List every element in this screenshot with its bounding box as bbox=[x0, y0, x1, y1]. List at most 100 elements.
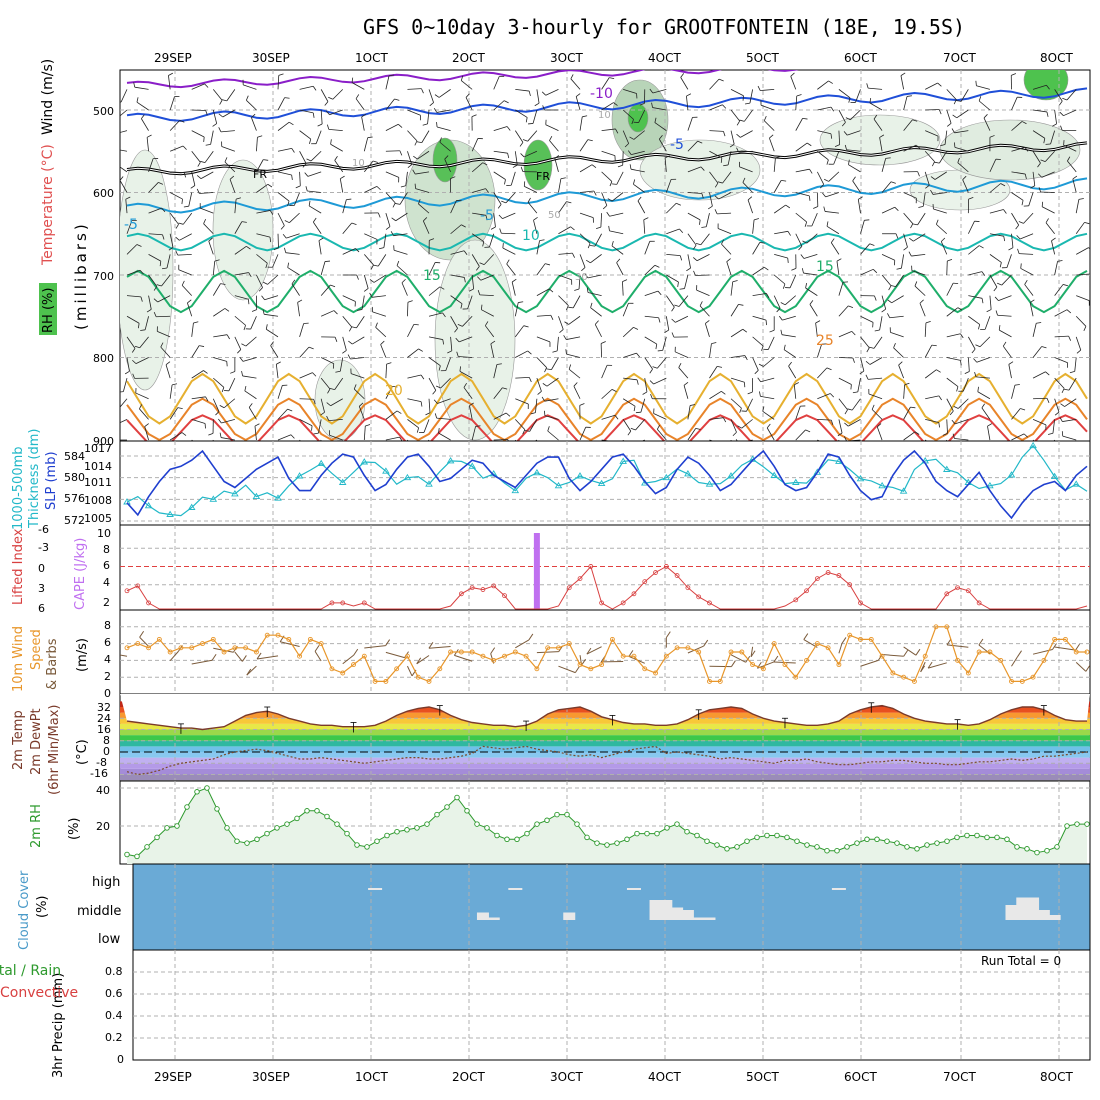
wind-barb-feather bbox=[808, 195, 811, 201]
wind-barb-feather bbox=[312, 112, 315, 118]
wind-barb-feather bbox=[633, 179, 636, 185]
wind-barb bbox=[760, 377, 775, 383]
wind-barb bbox=[444, 159, 451, 173]
thickness-marker bbox=[597, 479, 606, 487]
wind-barb bbox=[342, 336, 347, 351]
wind-barb bbox=[752, 266, 765, 276]
axis-label-thickness-title: 1000-500mb bbox=[11, 446, 26, 530]
wind-barb-feather bbox=[355, 94, 360, 99]
wind-barb-feather bbox=[895, 233, 899, 239]
wind-barb bbox=[234, 221, 243, 234]
wind-barb-feather bbox=[172, 383, 178, 386]
wind-barb-feather bbox=[197, 162, 201, 167]
wind-speed-marker bbox=[189, 645, 195, 651]
wind-barb-feather bbox=[952, 114, 957, 119]
wind-barb-feather bbox=[520, 166, 524, 172]
wind-barb bbox=[277, 121, 290, 131]
wind-barb bbox=[983, 117, 991, 131]
wind-barb bbox=[364, 254, 374, 266]
wind-speed-marker bbox=[178, 645, 184, 651]
wind-barb bbox=[375, 327, 387, 338]
wind-barb-feather bbox=[912, 119, 918, 122]
wind-barb-feather bbox=[246, 246, 251, 250]
wind-barb-feather bbox=[695, 242, 701, 246]
rh-shading-area bbox=[434, 239, 516, 441]
cloud-middle-bar bbox=[563, 912, 576, 920]
wind-barb bbox=[1045, 222, 1055, 234]
wind-barb bbox=[1063, 109, 1077, 117]
wind-barb-feather bbox=[820, 184, 824, 189]
wind-barb bbox=[532, 109, 538, 124]
wind-barb-feather bbox=[276, 361, 281, 365]
wind-barb-feather bbox=[836, 258, 842, 262]
wind-barb-feather bbox=[600, 341, 606, 344]
wind-barb-feather bbox=[226, 334, 230, 340]
wind-barb-feather bbox=[981, 298, 984, 304]
wind-speed-marker bbox=[523, 653, 529, 659]
wind-barb bbox=[222, 109, 236, 118]
rh-marker bbox=[494, 832, 500, 839]
wind-barb bbox=[546, 377, 559, 387]
wind-barb-feather bbox=[587, 243, 591, 249]
lifted-index-marker bbox=[599, 600, 605, 606]
top-x-tick-labels: 29SEP 30SEP 1OCT 2OCT 3OCT 4OCT 5OCT 6OC… bbox=[154, 51, 1073, 65]
wind-barb-feather bbox=[848, 97, 851, 103]
wind-barb bbox=[373, 274, 387, 283]
wind-barb-feather bbox=[798, 246, 803, 251]
wind-barb bbox=[954, 130, 969, 134]
rh-marker bbox=[594, 840, 600, 846]
wind-barb bbox=[946, 398, 954, 412]
wind-barb-feather bbox=[1046, 398, 1050, 404]
isotherm-label: -5 bbox=[670, 137, 684, 153]
wind10m-barb bbox=[903, 646, 917, 656]
wind-barb bbox=[493, 126, 508, 132]
lifted-index-marker bbox=[620, 600, 626, 606]
wind-barb bbox=[243, 84, 257, 90]
rh-marker bbox=[524, 830, 530, 837]
wind-barb bbox=[489, 233, 495, 248]
wind-speed-marker bbox=[1009, 678, 1014, 684]
wind-barb-feather bbox=[642, 391, 648, 395]
wind-barb bbox=[687, 405, 691, 420]
wind-barb bbox=[179, 233, 192, 241]
wind-barb-feather bbox=[676, 202, 681, 206]
wind-barb-feather bbox=[522, 139, 528, 142]
wind-barb bbox=[1054, 284, 1064, 296]
wind-barb-feather bbox=[1045, 218, 1049, 223]
wind-barb bbox=[120, 149, 128, 152]
wind-barb bbox=[157, 295, 171, 303]
wind10m-barb-feather bbox=[841, 637, 847, 644]
wind-barb-feather bbox=[693, 244, 697, 250]
wind-barb-feather bbox=[205, 396, 209, 402]
wind-barb bbox=[752, 293, 767, 297]
lifted-index-marker bbox=[804, 588, 809, 594]
wind-barb-feather bbox=[699, 219, 701, 225]
wind10m-barb-feather bbox=[139, 630, 145, 638]
wind-barb bbox=[997, 314, 1012, 317]
wind-barb bbox=[1074, 357, 1077, 372]
wind-barb-feather bbox=[671, 306, 675, 312]
wind10m-barb-feather bbox=[915, 648, 921, 656]
wind-barb bbox=[903, 192, 917, 199]
wind-barb-feather bbox=[940, 144, 946, 147]
wind-barb-feather bbox=[570, 226, 575, 231]
wind-barb-feather bbox=[269, 237, 272, 243]
wind-barb-feather bbox=[656, 424, 661, 430]
wind-barb bbox=[644, 378, 648, 393]
wind-barb-feather bbox=[263, 159, 269, 161]
wind-barb-feather bbox=[714, 182, 719, 188]
li-left-ticks: -6 -3 0 3 6 bbox=[38, 523, 49, 615]
wind-barb bbox=[405, 171, 408, 186]
rh-marker bbox=[894, 840, 900, 846]
wind-barb-feather bbox=[1069, 371, 1075, 374]
wind10m-barb-feather bbox=[628, 650, 634, 657]
wind-barb bbox=[1020, 268, 1034, 276]
wind-barb bbox=[742, 182, 753, 193]
wind-speed-marker bbox=[717, 678, 723, 684]
wind10m-barb-feather bbox=[920, 665, 926, 673]
wind-barb-feather bbox=[273, 247, 279, 251]
wind-barb bbox=[962, 377, 969, 392]
wind-barb bbox=[611, 192, 624, 202]
wind10m-barb-feather bbox=[385, 639, 391, 646]
wind-barb bbox=[234, 315, 246, 326]
